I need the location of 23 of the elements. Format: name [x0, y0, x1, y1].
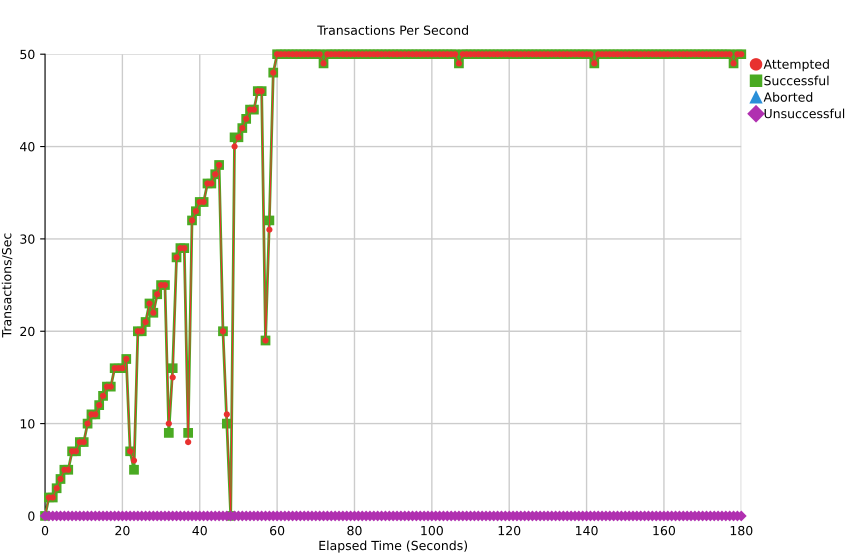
legend-label: Unsuccessful: [764, 108, 844, 118]
x-tick-label: 100: [421, 526, 443, 536]
x-tick-label: 140: [576, 526, 598, 536]
y-tick-label: 30: [20, 234, 34, 244]
y-tick-label: 10: [20, 419, 34, 429]
y-axis-title: Transactions/Sec: [2, 233, 12, 338]
x-tick-label: 0: [42, 526, 48, 536]
chart-title: Transactions Per Second: [317, 25, 468, 35]
legend-label: Successful: [764, 76, 828, 86]
x-tick-label: 20: [115, 526, 130, 536]
legend-label: Aborted: [764, 92, 812, 102]
x-tick-label: 60: [270, 526, 284, 536]
x-tick-label: 120: [498, 526, 520, 536]
x-axis-title: Elapsed Time (Seconds): [319, 540, 468, 553]
y-tick-label: 40: [20, 142, 34, 152]
x-tick-label: 160: [653, 526, 676, 536]
y-tick-label: 20: [20, 326, 34, 336]
legend-label: Attempted: [764, 59, 829, 72]
x-tick-label: 180: [730, 526, 752, 536]
x-tick-label: 40: [192, 526, 207, 536]
y-tick-label: 50: [20, 50, 34, 60]
x-tick-label: 80: [347, 526, 362, 536]
y-tick-label: 0: [28, 511, 34, 521]
